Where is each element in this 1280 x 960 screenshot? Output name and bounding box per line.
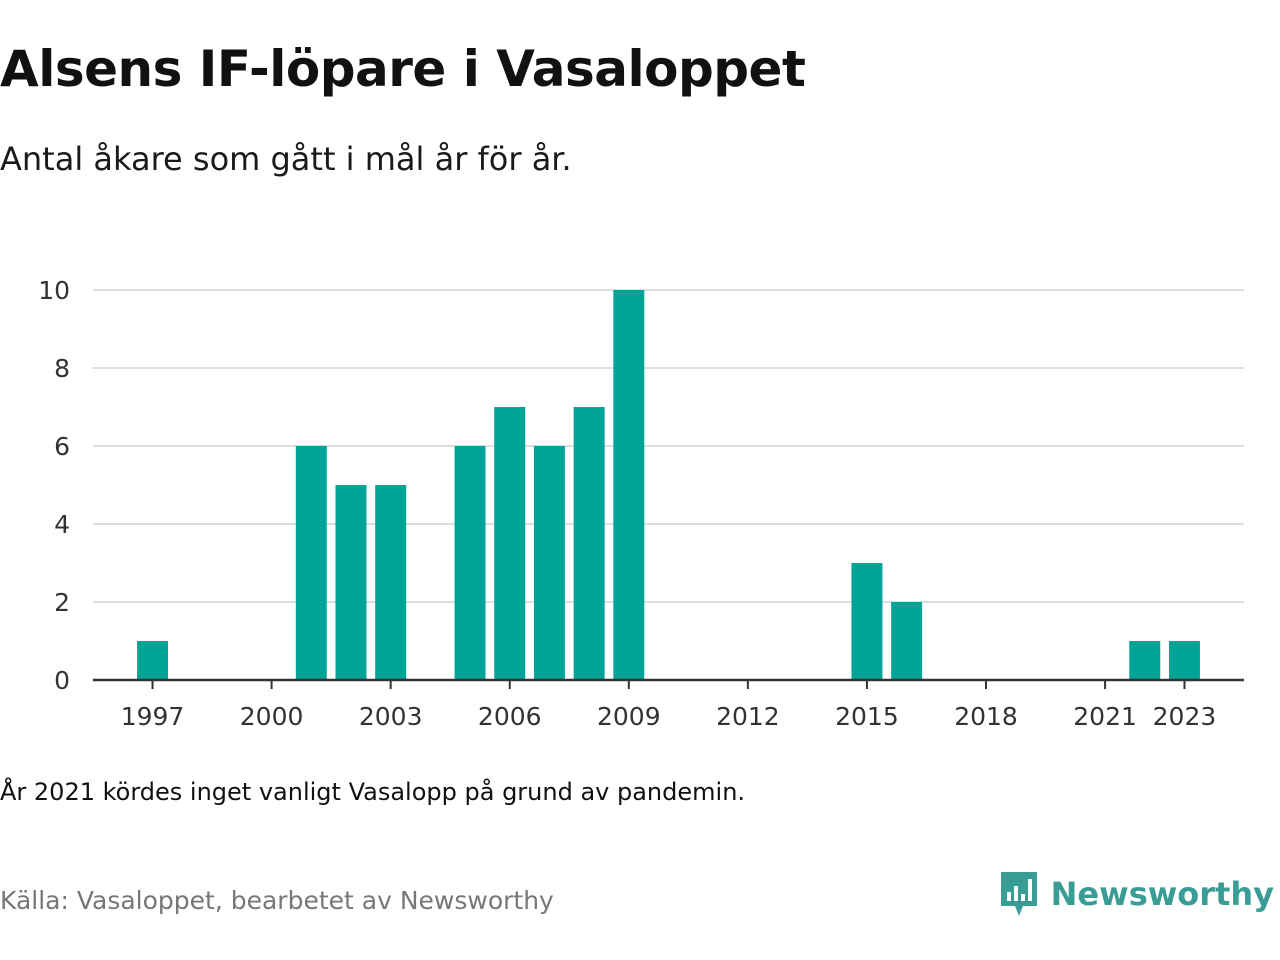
newsworthy-logo-icon [1000,872,1037,916]
bar-2007 [533,446,565,680]
bar-2015 [851,563,883,680]
y-tick-label: 6 [54,432,70,461]
axes: 0 2 4 6 8 10 1997 2000 2003 2006 2009 2012 2015 2018 2… [38,276,1244,731]
y-tick-label: 8 [54,354,70,383]
chart-subtitle: Antal åkare som gått i mål år för år. [0,140,572,178]
bar-2003 [375,485,407,680]
y-tick-label: 4 [54,510,70,539]
bar-2005 [454,446,486,680]
bar-2002 [335,485,367,680]
gridlines [93,289,1244,603]
chart-title: Alsens IF-löpare i Vasaloppet [0,40,806,98]
bar-2016 [891,602,923,680]
bar-chart: 0 2 4 6 8 10 1997 2000 2003 2006 2009 2012 2015 2018 2… [38,276,1244,731]
x-tick-label: 2012 [716,702,780,731]
newsworthy-logo: Newsworthy [999,870,1274,918]
x-tick-label: 2021 [1073,702,1137,731]
x-tick-label: 2003 [359,702,423,731]
bar-2006 [494,407,526,680]
x-tick-label: 2023 [1153,702,1217,731]
x-tick-label: 2018 [954,702,1018,731]
bar-2008 [573,407,605,680]
logo-text: Newsworthy [1050,875,1274,913]
x-tick-label: 2009 [597,702,661,731]
x-tick-label: 1997 [121,702,185,731]
y-tick-label: 2 [54,588,70,617]
x-tick-label: 2006 [478,702,542,731]
bar-2023 [1168,641,1200,680]
bars [137,290,1200,680]
bar-1997 [137,641,169,680]
y-tick-label: 0 [54,666,70,695]
x-tick-label: 2015 [835,702,899,731]
y-tick-label: 10 [38,276,70,305]
source-credit: Källa: Vasaloppet, bearbetet av Newswort… [0,886,554,915]
footnote: År 2021 kördes inget vanligt Vasalopp på… [0,778,746,806]
x-tick-label: 2000 [240,702,304,731]
bar-2022 [1129,641,1161,680]
bar-2001 [295,446,327,680]
bar-2009 [613,290,645,680]
